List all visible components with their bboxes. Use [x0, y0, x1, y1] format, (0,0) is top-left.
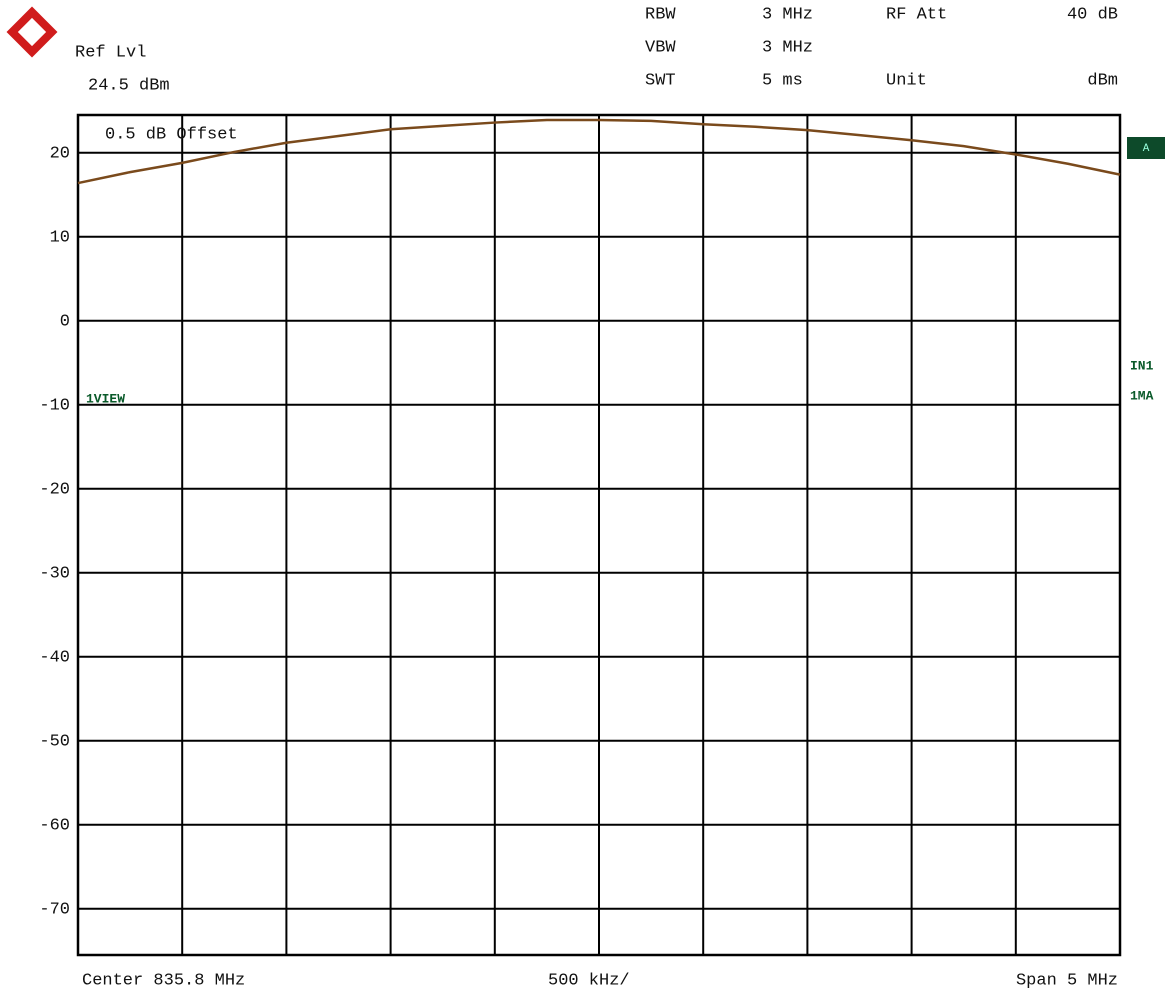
- side-label: 1MA: [1130, 388, 1154, 403]
- setting-value: 40 dB: [1067, 5, 1118, 24]
- y-tick-label: -70: [39, 900, 70, 919]
- trace-marker: A: [1143, 143, 1150, 155]
- plot: 20 10 0 -10 -20 -30 -40 -50 -60 -70: [39, 113, 1122, 957]
- trace: [77, 118, 1121, 185]
- offset-note: 0.5 dB Offset: [105, 125, 238, 144]
- setting-name: RF Att: [886, 5, 947, 24]
- y-tick-label: -10: [39, 396, 70, 415]
- y-tick-label: 20: [50, 144, 70, 163]
- y-tick-label: 0: [60, 312, 70, 331]
- setting-name: SWT: [645, 71, 676, 90]
- trace-marker-box: [1127, 137, 1165, 159]
- side-label: IN1: [1130, 358, 1154, 373]
- span: Span 5 MHz: [1016, 971, 1118, 990]
- setting-value: 3 MHz: [762, 5, 813, 24]
- ref-level: 24.5 dBm: [88, 76, 170, 95]
- y-tick-label: -40: [39, 648, 70, 667]
- setting-name: VBW: [645, 38, 676, 57]
- setting-value: 3 MHz: [762, 38, 813, 57]
- setting-name: RBW: [645, 5, 676, 24]
- y-tick-label: -50: [39, 732, 70, 751]
- setting-name: Unit: [886, 71, 927, 90]
- y-tick-label: -60: [39, 816, 70, 835]
- setting-value: dBm: [1087, 71, 1118, 90]
- y-tick-label: -20: [39, 480, 70, 499]
- logo: [6, 6, 58, 58]
- setting-value: 5 ms: [762, 71, 803, 90]
- y-tick-label: 10: [50, 228, 70, 247]
- trace-view: 1VIEW: [86, 391, 125, 406]
- y-tick-label: -30: [39, 564, 70, 583]
- division: 500 kHz/: [548, 971, 630, 990]
- center-freq: Center 835.8 MHz: [82, 971, 245, 990]
- ref-label: Ref Lvl: [75, 43, 146, 62]
